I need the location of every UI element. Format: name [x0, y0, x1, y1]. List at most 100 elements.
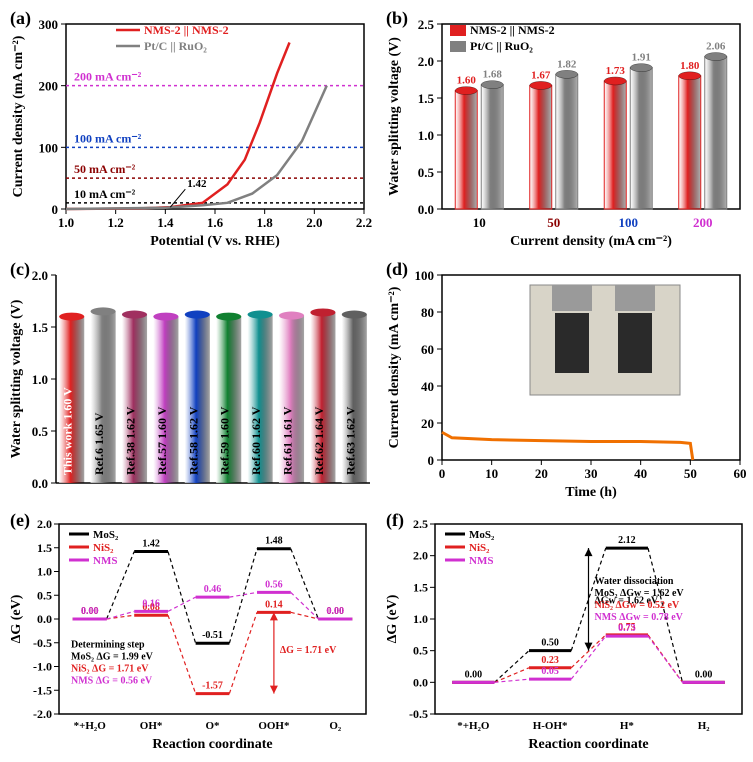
svg-text:10: 10	[485, 466, 498, 481]
svg-text:1.80: 1.80	[680, 60, 700, 72]
svg-text:NiS₂ ΔG = 1.71 eV: NiS₂ ΔG = 1.71 eV	[71, 664, 149, 675]
svg-text:1.0: 1.0	[37, 565, 52, 579]
panel-b: (b) 0.00.51.01.52.02.5Current density (m…	[380, 4, 752, 251]
svg-text:*+H₂O: *+H₂O	[457, 720, 490, 732]
svg-text:NMS-2 || NMS-2: NMS-2 || NMS-2	[470, 23, 555, 37]
svg-text:1.60: 1.60	[457, 75, 477, 87]
svg-text:50: 50	[547, 215, 560, 230]
svg-text:0.46: 0.46	[204, 584, 222, 595]
svg-text:Ref.59 1.60 V: Ref.59 1.60 V	[218, 406, 232, 475]
svg-text:0.05: 0.05	[541, 666, 559, 677]
svg-text:Reaction coordinate: Reaction coordinate	[528, 737, 648, 752]
svg-text:Pt/C || RuO₂: Pt/C || RuO₂	[470, 39, 533, 53]
svg-text:Ref.57 1.60 V: Ref.57 1.60 V	[155, 406, 169, 475]
svg-text:Reaction coordinate: Reaction coordinate	[152, 737, 272, 752]
svg-text:Determining step: Determining step	[71, 640, 145, 651]
svg-text:0.23: 0.23	[541, 655, 559, 666]
svg-text:1.91: 1.91	[632, 52, 651, 64]
svg-text:200 mA cm⁻²: 200 mA cm⁻²	[74, 70, 142, 84]
svg-text:Water splitting voltage (V): Water splitting voltage (V)	[9, 299, 24, 458]
svg-text:Ref.60 1.62 V: Ref.60 1.62 V	[249, 406, 263, 475]
svg-text:-0.5: -0.5	[409, 707, 428, 721]
svg-text:100: 100	[619, 215, 639, 230]
svg-text:1.8: 1.8	[257, 215, 274, 230]
svg-text:H-OH*: H-OH*	[533, 720, 568, 732]
svg-text:0.00: 0.00	[465, 669, 483, 680]
svg-text:1.6: 1.6	[207, 215, 224, 230]
svg-text:Time (h): Time (h)	[565, 485, 617, 500]
svg-text:100 mA cm⁻²: 100 mA cm⁻²	[74, 131, 142, 145]
svg-text:1.5: 1.5	[32, 320, 49, 335]
svg-text:20: 20	[535, 466, 548, 481]
svg-text:1.67: 1.67	[531, 69, 551, 81]
svg-text:NiS₂: NiS₂	[93, 542, 114, 554]
svg-text:NMS: NMS	[469, 555, 493, 567]
svg-text:NMS: NMS	[93, 555, 117, 567]
svg-text:10 mA cm⁻²: 10 mA cm⁻²	[74, 187, 136, 201]
svg-text:2.0: 2.0	[37, 517, 52, 531]
panel-d: (d) 0102030405060020406080100Time (h)Cur…	[380, 255, 752, 502]
svg-text:60: 60	[734, 466, 747, 481]
svg-text:1.0: 1.0	[58, 215, 74, 230]
svg-text:MoS₂ ΔGw = 1.62 eV: MoS₂ ΔGw = 1.62 eV	[595, 588, 685, 599]
svg-text:Ref.62 1.64 V: Ref.62 1.64 V	[312, 406, 326, 475]
svg-text:-0.51: -0.51	[202, 630, 223, 641]
svg-text:0: 0	[52, 202, 59, 217]
svg-text:1.68: 1.68	[483, 69, 503, 81]
svg-text:ΔG = 1.71 eV: ΔG = 1.71 eV	[280, 645, 337, 656]
svg-text:0.5: 0.5	[37, 588, 52, 602]
svg-text:100: 100	[39, 140, 59, 155]
svg-text:50: 50	[684, 466, 697, 481]
svg-text:Ref.63 1.62 V: Ref.63 1.62 V	[343, 406, 357, 475]
svg-text:Current density (mA cm⁻²): Current density (mA cm⁻²)	[510, 234, 672, 249]
svg-text:MoS₂ ΔG = 1.99 eV: MoS₂ ΔG = 1.99 eV	[71, 652, 154, 663]
svg-text:Water dissociation: Water dissociation	[595, 576, 674, 587]
svg-text:-1.0: -1.0	[33, 660, 52, 674]
svg-text:-0.5: -0.5	[33, 636, 52, 650]
svg-text:200: 200	[693, 215, 713, 230]
panel-b-label: (b)	[386, 8, 408, 29]
svg-text:NMS ΔG = 0.56 eV: NMS ΔG = 0.56 eV	[71, 676, 153, 687]
panel-c-label: (c)	[10, 259, 30, 280]
svg-text:1.42: 1.42	[187, 178, 207, 190]
svg-text:0.14: 0.14	[265, 599, 283, 610]
svg-text:NiS₂ ΔGw = 0.52 eV: NiS₂ ΔGw = 0.52 eV	[595, 600, 680, 611]
svg-text:2.0: 2.0	[32, 268, 48, 283]
svg-text:1.0: 1.0	[413, 612, 428, 626]
svg-text:*+H₂O: *+H₂O	[74, 720, 107, 732]
svg-text:40: 40	[634, 466, 647, 481]
svg-text:ΔG (eV): ΔG (eV)	[385, 594, 400, 643]
svg-text:Current density (mA cm⁻²): Current density (mA cm⁻²)	[387, 286, 402, 448]
svg-text:2.0: 2.0	[418, 54, 434, 69]
svg-text:20: 20	[421, 416, 434, 431]
svg-text:2.5: 2.5	[418, 17, 435, 32]
svg-text:Ref.61 1.61 V: Ref.61 1.61 V	[281, 406, 295, 475]
svg-text:1.5: 1.5	[418, 91, 435, 106]
figure-grid: (a) 1.01.21.41.61.82.02.20100200300Poten…	[0, 0, 753, 757]
svg-text:2.12: 2.12	[618, 535, 636, 546]
svg-text:Pt/C || RuO₂: Pt/C || RuO₂	[144, 39, 207, 53]
svg-text:NiS₂: NiS₂	[469, 542, 490, 554]
svg-text:O₂: O₂	[329, 720, 342, 732]
svg-text:-1.5: -1.5	[33, 683, 52, 697]
svg-text:0: 0	[439, 466, 446, 481]
svg-text:1.5: 1.5	[37, 541, 52, 555]
svg-text:60: 60	[421, 342, 434, 357]
panel-e: (e) -2.0 -1.5 -1.0 -0.5 0.0 0.5 1.0 1.5 2.0 React…	[4, 506, 376, 753]
svg-text:Water splitting voltage (V): Water splitting voltage (V)	[387, 37, 402, 196]
svg-text:0.16: 0.16	[142, 598, 160, 609]
panel-e-label: (e)	[10, 510, 30, 531]
svg-text:H₂: H₂	[698, 720, 711, 732]
svg-text:-2.0: -2.0	[33, 707, 52, 721]
svg-text:0.00: 0.00	[81, 606, 99, 617]
svg-text:1.5: 1.5	[413, 580, 428, 594]
svg-text:-1.57: -1.57	[202, 681, 223, 692]
svg-text:1.42: 1.42	[142, 539, 160, 550]
panel-c: (c) 0.00.51.01.52.0Water splitting volta…	[4, 255, 376, 502]
svg-text:0.0: 0.0	[37, 612, 52, 626]
svg-text:2.0: 2.0	[306, 215, 322, 230]
svg-text:0.0: 0.0	[32, 476, 48, 491]
svg-text:1.2: 1.2	[108, 215, 124, 230]
svg-text:0.5: 0.5	[32, 424, 49, 439]
svg-text:H*: H*	[620, 720, 635, 732]
